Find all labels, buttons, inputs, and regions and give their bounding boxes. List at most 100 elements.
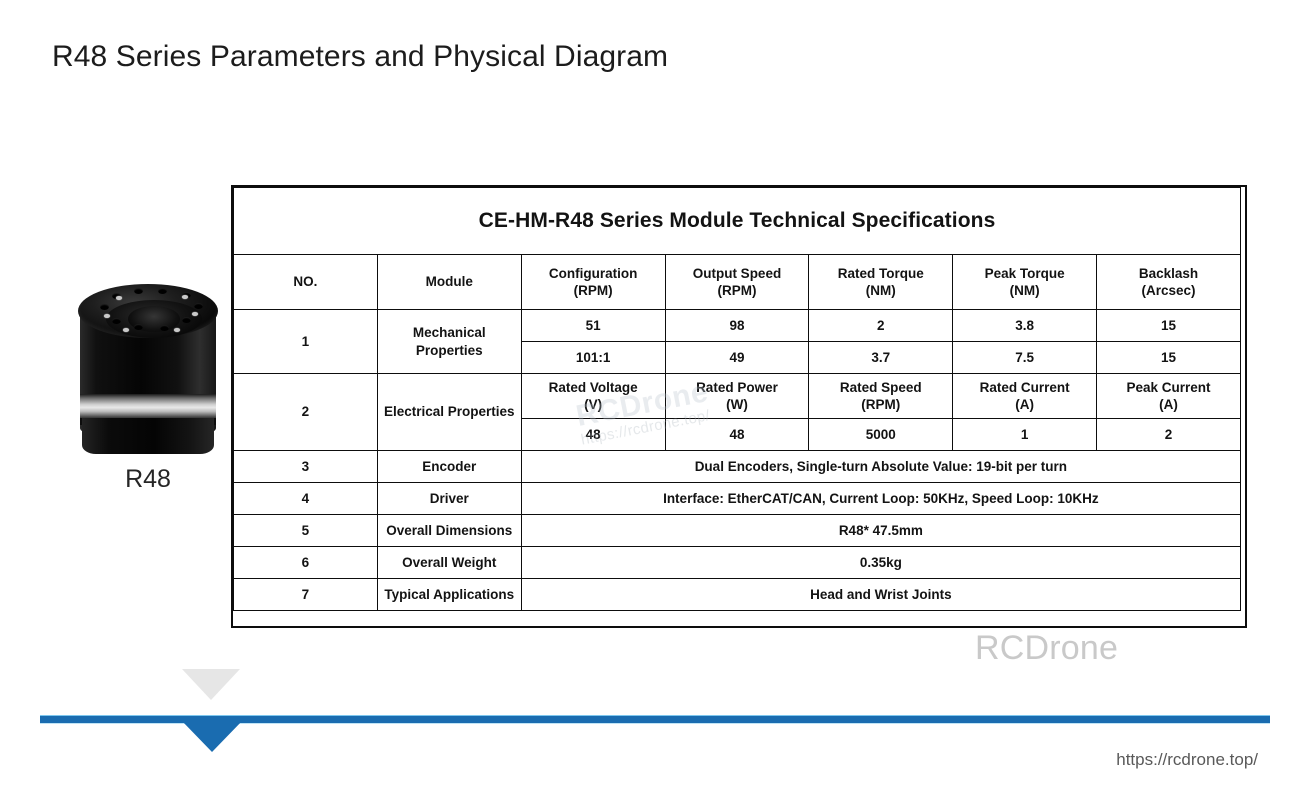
sub-header-unit: (W) [726, 397, 748, 412]
row-no: 6 [233, 546, 378, 579]
motor-screw [123, 328, 129, 332]
cell-value: 48 [520, 418, 666, 451]
column-header-peak-torque: Peak Torque (NM) [952, 254, 1098, 310]
row-module: Encoder [376, 450, 522, 483]
column-header-label: Configuration [548, 265, 638, 281]
motor-screw [104, 314, 110, 318]
cell-value: 3.8 [952, 309, 1098, 342]
row-no: 4 [233, 482, 378, 515]
motor-silver-band [80, 394, 216, 425]
row-no: 3 [233, 450, 378, 483]
sub-header-rated-voltage: Rated Voltage (V) [520, 373, 666, 419]
sub-header-rated-speed: Rated Speed (RPM) [808, 373, 954, 419]
column-header-label: Output Speed [692, 265, 782, 281]
column-header-unit: (RPM) [717, 283, 757, 298]
footer-url: https://rcdrone.top/ [1116, 750, 1258, 769]
row-module: Overall Weight [376, 546, 522, 579]
corner-watermark: RCDrone [975, 629, 1119, 667]
table-title: CE-HM-R48 Series Module Technical Specif… [233, 187, 1241, 255]
motor-bolt-hole [100, 304, 109, 310]
table-header-row: NO. Module Configuration (RPM) Output Spe… [233, 254, 1241, 310]
row-value: 0.35kg [520, 546, 1242, 579]
gray-triangle-decoration [182, 669, 240, 700]
column-header-module: Module [376, 254, 522, 310]
column-header-configuration: Configuration (RPM) [520, 254, 666, 310]
motor-screw [192, 312, 198, 316]
column-header-unit: (NM) [865, 283, 896, 298]
row-no: 1 [233, 309, 378, 374]
cell-value: 15 [1096, 309, 1241, 342]
column-header-unit: (NM) [1009, 283, 1040, 298]
sub-header-label: Rated Voltage [548, 379, 638, 395]
sub-header-unit: (RPM) [861, 397, 901, 412]
sub-header-rated-current: Rated Current (A) [952, 373, 1098, 419]
column-header-label: Backlash [1138, 265, 1199, 281]
cell-value: 3.7 [808, 341, 954, 374]
column-header-rated-torque: Rated Torque (NM) [808, 254, 954, 310]
sub-header-unit: (A) [1159, 397, 1178, 412]
table-title-row: CE-HM-R48 Series Module Technical Specif… [233, 187, 1241, 255]
cell-value: 48 [664, 418, 810, 451]
product-figure: R48 [62, 276, 234, 494]
motor-bolt-hole [160, 325, 169, 331]
table-row: 101:1 49 3.7 7.5 15 [234, 341, 1241, 374]
column-header-unit: (RPM) [573, 283, 613, 298]
column-header-backlash: Backlash (Arcsec) [1096, 254, 1241, 310]
row-module: Electrical Properties [376, 373, 522, 451]
row-no: 5 [233, 514, 378, 547]
column-header-label: Rated Torque [837, 265, 924, 281]
row-module: Driver [376, 482, 522, 515]
motor-bolt-hole [158, 288, 167, 294]
table-row: 3 Encoder Dual Encoders, Single-turn Abs… [233, 450, 1242, 483]
sub-header-label: Rated Current [979, 379, 1070, 395]
cell-value: 49 [664, 341, 810, 374]
motor-screw [174, 328, 180, 332]
motor-lower-skirt [82, 418, 214, 454]
table-row: 2 Electrical Properties Rated Voltage (V)… [233, 373, 1241, 451]
sub-header-peak-current: Peak Current (A) [1096, 373, 1241, 419]
table-row: 1 Mechanical Properties 51 98 2 3.8 15 [233, 309, 1241, 374]
table-row: 5 Overall Dimensions R48* 47.5mm [233, 514, 1242, 547]
cell-value: 5000 [808, 418, 954, 451]
cell-value: 7.5 [952, 341, 1098, 374]
motor-module-image [72, 276, 224, 461]
cell-value: 51 [520, 309, 666, 342]
motor-bolt-hole [112, 318, 121, 324]
cell-value: 15 [1096, 341, 1241, 374]
motor-bolt-hole [194, 303, 203, 309]
table-row: 48 48 5000 1 2 [234, 418, 1241, 451]
column-header-label: Module [425, 274, 473, 290]
table-row: 4 Driver Interface: EtherCAT/CAN, Curren… [233, 482, 1242, 515]
motor-screw [182, 295, 188, 299]
column-header-label: NO. [293, 274, 318, 290]
sub-header-label: Rated Speed [839, 379, 922, 395]
row-no: 2 [233, 373, 378, 451]
table-row: 7 Typical Applications Head and Wrist Jo… [233, 578, 1242, 611]
page-title: R48 Series Parameters and Physical Diagr… [52, 40, 669, 73]
row-module: Overall Dimensions [376, 514, 522, 547]
cell-value: 2 [1096, 418, 1241, 451]
cell-value: 1 [952, 418, 1098, 451]
row-value: Interface: EtherCAT/CAN, Current Loop: 5… [520, 482, 1242, 515]
specification-table: CE-HM-R48 Series Module Technical Specif… [233, 187, 1242, 611]
blue-triangle-decoration [181, 720, 243, 752]
motor-bolt-hole [182, 317, 191, 323]
cell-value: 2 [808, 309, 954, 342]
cell-value: 101:1 [520, 341, 666, 374]
column-header-output-speed: Output Speed (RPM) [664, 254, 810, 310]
row-value: R48* 47.5mm [520, 514, 1242, 547]
sub-header-unit: (A) [1015, 397, 1035, 412]
row-no: 7 [233, 578, 378, 611]
sub-header-unit: (V) [584, 397, 603, 412]
motor-bolt-hole [134, 324, 143, 330]
cell-value: 98 [664, 309, 810, 342]
row-value: Dual Encoders, Single-turn Absolute Valu… [520, 450, 1242, 483]
column-header-label: Peak Torque [984, 265, 1065, 281]
motor-top-face [78, 284, 218, 338]
row-module: Typical Applications [376, 578, 522, 611]
sub-header-rated-power: Rated Power (W) [664, 373, 810, 419]
motor-bolt-hole [134, 288, 143, 294]
column-header-no: NO. [233, 254, 378, 310]
blue-divider-rule [40, 715, 1270, 724]
motor-screw [116, 296, 122, 300]
